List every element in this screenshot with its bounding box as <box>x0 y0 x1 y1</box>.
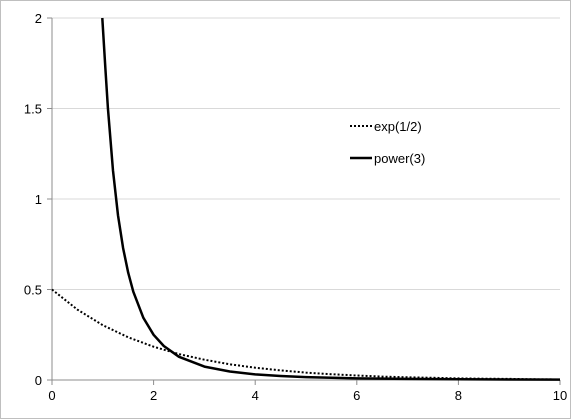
y-tick-label-1: 0.5 <box>24 283 42 298</box>
y-tick-label-0: 0 <box>35 373 42 388</box>
series-line-exp(1/2) <box>51 288 561 381</box>
gridlines <box>52 17 560 290</box>
tick-labels: 0 2 4 6 8 10 0 0.5 1 1.5 2 <box>24 11 567 403</box>
y-tick-label-2: 1 <box>35 192 42 207</box>
x-tick-label-3: 6 <box>353 388 360 403</box>
y-tick-label-3: 1.5 <box>24 102 42 117</box>
x-tick-label-0: 0 <box>48 388 55 403</box>
legend-label-0: exp(1/2) <box>374 119 422 134</box>
x-tick-label-4: 8 <box>455 388 462 403</box>
x-tick-label-1: 2 <box>150 388 157 403</box>
axes <box>47 17 561 385</box>
y-tick-label-4: 2 <box>35 11 42 26</box>
x-tick-label-2: 4 <box>252 388 259 403</box>
series-lines <box>51 17 561 381</box>
series-line-power(3) <box>101 17 561 381</box>
legend-label-1: power(3) <box>374 151 425 166</box>
legend: exp(1/2) power(3) <box>350 119 425 166</box>
x-tick-label-5: 10 <box>553 388 567 403</box>
